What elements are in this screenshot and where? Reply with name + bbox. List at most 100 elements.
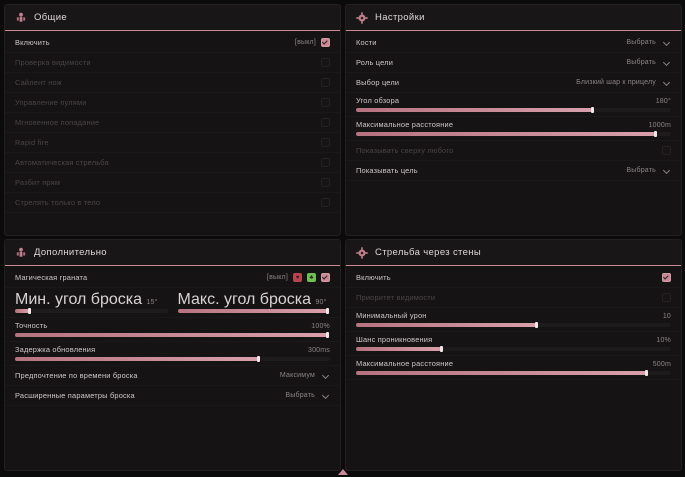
color-swatch-red-icon[interactable]: ♥ (293, 273, 302, 282)
row-rapid-fire[interactable]: Rapid fire (5, 133, 340, 153)
row-silent-knife[interactable]: Сайлент нож (5, 73, 340, 93)
slider-track[interactable] (356, 370, 671, 376)
slider-fill (177, 309, 327, 313)
slider-track[interactable] (177, 308, 330, 314)
checkbox-wallbang-enable[interactable] (662, 273, 671, 282)
dropdown-show-target[interactable]: Выбрать (597, 167, 671, 174)
panel-extra-body: Магическая граната [выкл] ♥ ♣ Мин. угол … (5, 266, 340, 470)
dropdown-value: Выбрать (285, 392, 315, 399)
row-visibility-priority[interactable]: Приоритет видимости (346, 288, 681, 308)
row-spread[interactable]: Разбит прям (5, 173, 340, 193)
slider-label: Минимальный урон (356, 311, 427, 320)
slider-label: Максимальное расстояние (356, 359, 454, 368)
checkbox-rapid-fire[interactable] (321, 138, 330, 147)
checkbox-spread[interactable] (321, 178, 330, 187)
checkbox-show-above-anyone[interactable] (662, 146, 671, 155)
color-swatch-green-icon[interactable]: ♣ (307, 273, 316, 282)
row-controls: [выкл] (295, 38, 330, 47)
row-wallbang-enable[interactable]: Включить (346, 268, 681, 288)
slider-min-throw-angle[interactable]: Мин. угол броска 15° (15, 291, 168, 314)
slider-fill (15, 309, 29, 313)
row-label: Расширенные параметры броска (15, 391, 135, 400)
slider-wallbang-max-distance[interactable]: Максимальное расстояние 500m (346, 356, 681, 380)
slider-update-delay[interactable]: Задержка обновления 300ms (5, 342, 340, 366)
checkbox-visibility-priority[interactable] (662, 293, 671, 302)
dropdown-advanced-throw-params[interactable]: Выбрать (256, 392, 330, 399)
slider-label: Точность (15, 321, 48, 330)
slider-track[interactable] (356, 346, 671, 352)
dropdown-value: Выбрать (626, 167, 656, 174)
slider-label: Задержка обновления (15, 345, 96, 354)
slider-fill (356, 371, 646, 375)
slider-accuracy[interactable]: Точность 100% (5, 318, 340, 342)
slider-thumb[interactable] (27, 308, 31, 314)
chevron-down-icon (664, 59, 671, 66)
row-throw-time-preference[interactable]: Предпочтение по времени броска Максимум (5, 366, 340, 386)
checkbox-auto-fire[interactable] (321, 158, 330, 167)
slider-header: Минимальный урон 10 (356, 311, 671, 320)
row-target-role[interactable]: Роль цели Выбрать (346, 53, 681, 73)
checkbox-instant-hit[interactable] (321, 118, 330, 127)
row-enable[interactable]: Включить [выкл] (5, 33, 340, 53)
slider-thumb[interactable] (440, 346, 444, 352)
row-label: Включить (356, 273, 391, 282)
row-target-selection[interactable]: Выбор цели Близкий шар к прицелу (346, 73, 681, 93)
row-advanced-throw-params[interactable]: Расширенные параметры броска Выбрать (5, 386, 340, 406)
checkbox-magic-grenade[interactable] (321, 273, 330, 282)
chevron-down-icon (323, 392, 330, 399)
slider-penetration-chance[interactable]: Шанс проникновения 10% (346, 332, 681, 356)
slider-thumb[interactable] (644, 370, 648, 376)
slider-track[interactable] (356, 107, 671, 113)
slider-fov[interactable]: Угол обзора 180° (346, 93, 681, 117)
slider-thumb[interactable] (325, 308, 329, 314)
chevron-down-icon (664, 167, 671, 174)
slider-track[interactable] (15, 356, 330, 362)
slider-max-throw-angle[interactable]: Макс. угол броска 90° (177, 291, 330, 314)
checkbox-silent-knife[interactable] (321, 78, 330, 87)
row-magic-grenade[interactable]: Магическая граната [выкл] ♥ ♣ (5, 268, 340, 288)
slider-value: 300ms (307, 347, 330, 354)
row-label: Проверка видимости (15, 58, 91, 67)
slider-label: Мин. угол броска (15, 291, 143, 308)
panel-wallbang: Стрельба через стены Включить Приоритет … (345, 239, 682, 471)
row-show-above-anyone[interactable]: Показывать сверху любого (346, 141, 681, 161)
row-visibility-check[interactable]: Проверка видимости (5, 53, 340, 73)
slider-track[interactable] (15, 308, 168, 314)
dropdown-value: Максимум (279, 372, 315, 379)
chevron-down-icon (664, 79, 671, 86)
slider-track[interactable] (15, 332, 330, 338)
dropdown-throw-time-preference[interactable]: Максимум (256, 372, 330, 379)
row-auto-fire[interactable]: Автоматическая стрельба (5, 153, 340, 173)
slider-thumb[interactable] (325, 332, 329, 338)
checkbox-body-only[interactable] (321, 198, 330, 207)
slider-min-damage[interactable]: Минимальный урон 10 (346, 308, 681, 332)
slider-track[interactable] (356, 322, 671, 328)
checkbox-visibility-check[interactable] (321, 58, 330, 67)
slider-thumb[interactable] (654, 131, 658, 137)
slider-label: Макс. угол броска (177, 291, 312, 308)
row-body-only[interactable]: Стрелять только в тело (5, 193, 340, 213)
slider-track[interactable] (356, 131, 671, 137)
row-instant-hit[interactable]: Мгновенное попадание (5, 113, 340, 133)
slider-value: 10 (662, 313, 671, 320)
row-bullet-control[interactable]: Управление пулями (5, 93, 340, 113)
checkbox-bullet-control[interactable] (321, 98, 330, 107)
slider-header: Угол обзора 180° (356, 96, 671, 105)
slider-value: 180° (655, 98, 671, 105)
checkbox-enable[interactable] (321, 38, 330, 47)
dropdown-bones[interactable]: Выбрать (597, 39, 671, 46)
slider-max-distance[interactable]: Максимальное расстояние 1000m (346, 117, 681, 141)
collapse-arrow-icon[interactable] (337, 469, 348, 475)
dropdown-value: Выбрать (626, 39, 656, 46)
dropdown-target-selection[interactable]: Близкий шар к прицелу (576, 79, 671, 86)
panel-extra: Дополнительно Магическая граната [выкл] … (4, 239, 341, 471)
row-show-target[interactable]: Показывать цель Выбрать (346, 161, 681, 181)
slider-thumb[interactable] (534, 322, 538, 328)
slider-label: Шанс проникновения (356, 335, 433, 344)
slider-thumb[interactable] (256, 356, 260, 362)
dropdown-target-role[interactable]: Выбрать (597, 59, 671, 66)
row-bones[interactable]: Кости Выбрать (346, 33, 681, 53)
slider-header: Мин. угол броска 15° (15, 291, 168, 309)
dropdown-value: Близкий шар к прицелу (576, 79, 656, 86)
slider-thumb[interactable] (591, 107, 595, 113)
